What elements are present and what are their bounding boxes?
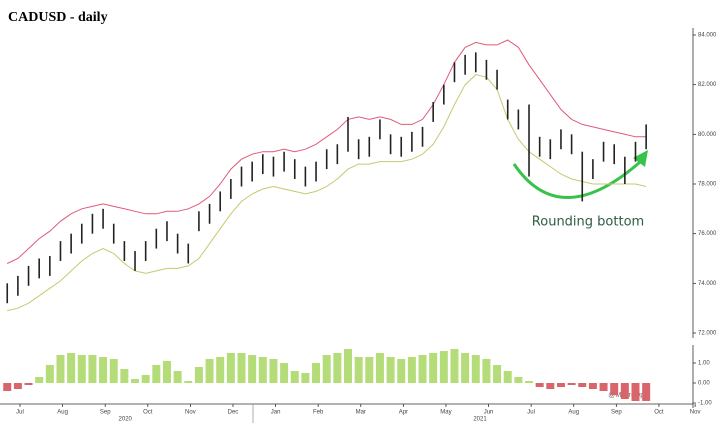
band-line [6,39,647,264]
hist-bar [429,353,438,383]
hist-bar [354,357,363,383]
hist-bar [418,355,427,383]
x-tick-label: Apr [399,410,408,416]
hist-bar [205,359,214,383]
hist-bar [461,353,470,383]
hist-bar [450,349,459,383]
x-tick-label: Jan [271,410,281,416]
hist-bar [365,357,374,383]
hist-bar [120,369,129,383]
hist-bar [620,383,629,399]
hist-bar [162,361,171,383]
hist-bar [482,359,491,383]
hist-bar [141,375,150,383]
y-tick-label: 78.000 [698,182,717,188]
hist-bar [88,355,97,383]
hist-bar [99,357,108,383]
hist-bar [131,379,140,383]
y-tick-label: 76.000 [698,231,717,237]
hist-bar [322,355,331,383]
x-tick-label: Jun [484,410,494,416]
hist-bar [631,383,640,401]
y-tick-label: 80.000 [698,132,717,138]
hist-bar [194,367,203,383]
rounding-arrow [512,160,641,199]
hist-bar [216,357,225,383]
hist-bar [514,377,523,383]
y-tick-label: 82.000 [698,82,717,88]
hist-bar [301,373,310,383]
x-tick-label: Jul [16,410,24,416]
hist-bar [109,359,118,383]
hist-bar [280,363,289,383]
x-tick-label: May [440,410,451,416]
x-tick-label: Nov [690,410,701,416]
hist-bar [407,357,416,383]
hist-bar [67,353,76,383]
hist-y-tick-label: -1.00 [698,401,712,407]
hist-bar [24,383,33,385]
hist-bar [556,383,565,387]
hist-bar [3,383,12,391]
hist-bar [77,355,86,383]
y-tick-label: 84.000 [698,33,717,39]
hist-bar [375,353,384,383]
hist-bar [397,359,406,383]
x-tick-label: Oct [143,410,153,416]
hist-bar [333,353,342,383]
hist-bar [184,381,193,383]
x-tick-label: Nov [185,410,196,416]
x-year-label: 2020 [119,417,133,423]
x-tick-label: Oct [654,410,664,416]
hist-bar [13,383,22,389]
hist-bar [343,349,352,383]
hist-bar [152,365,161,383]
hist-y-tick-label: 0.00 [698,381,710,387]
x-tick-label: Aug [568,410,579,416]
hist-bar [493,365,502,383]
hist-bar [588,383,597,389]
hist-bar [258,357,267,383]
x-tick-label: Sep [611,410,622,416]
band-line [7,74,647,312]
hist-bar [290,371,299,383]
x-tick-label: Dec [228,410,239,416]
hist-bar [642,383,651,401]
hist-bar [610,383,619,395]
hist-bar [56,355,65,383]
y-tick-label: 72.000 [698,331,717,337]
hist-bar [173,371,182,383]
hist-bar [535,383,544,387]
hist-bar [386,357,395,383]
hist-bar [45,365,54,383]
hist-bar [471,355,480,383]
x-tick-label: Jul [527,410,535,416]
x-tick-label: Sep [100,410,111,416]
hist-bar [503,371,512,383]
hist-bar [525,381,534,383]
x-tick-label: Aug [57,410,68,416]
hist-bar [35,377,44,383]
hist-bar [226,353,235,383]
x-year-label: 2021 [473,417,487,423]
chart-title: CADUSD - daily [8,10,108,25]
hist-bar [599,383,608,391]
hist-bar [567,383,576,385]
hist-bar [237,353,246,383]
hist-bar [312,363,321,383]
hist-bar [578,383,587,387]
x-tick-label: Feb [313,410,324,416]
hist-bar [248,355,257,383]
hist-y-tick-label: 1.00 [698,361,710,367]
arrow-head [633,150,648,167]
x-tick-label: Mar [356,410,366,416]
annotation: Rounding bottom [532,215,644,230]
y-tick-label: 74.000 [698,281,717,287]
hist-bar [269,359,278,383]
hist-bar [546,383,555,389]
hist-bar [439,351,448,383]
